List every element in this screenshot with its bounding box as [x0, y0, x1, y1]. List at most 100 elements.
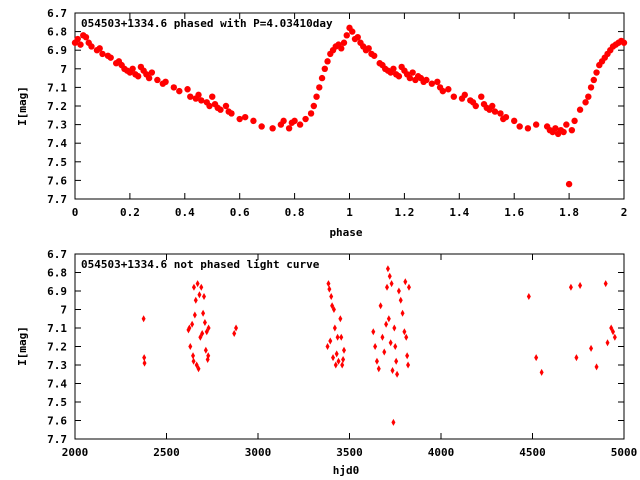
phased-data-point: [209, 93, 216, 100]
phased-y-tick-label: 7.2: [47, 100, 67, 113]
unphased-data-point: [200, 330, 205, 338]
unphased-data-point: [187, 324, 192, 332]
phased-data-point: [497, 110, 504, 117]
phased-data-point: [343, 32, 350, 39]
phased-data-point: [409, 69, 416, 76]
phased-y-tick-label: 7.4: [47, 137, 67, 150]
unphased-data-point: [339, 333, 344, 341]
unphased-data-point: [394, 357, 399, 365]
unphased-data-point: [603, 280, 608, 288]
unphased-data-point: [142, 359, 147, 367]
phased-x-tick-label: 0.6: [230, 206, 250, 219]
unphased-data-point: [594, 363, 599, 371]
unphased-data-point: [335, 333, 340, 341]
phased-data-point: [423, 76, 430, 84]
unphased-data-point: [202, 318, 207, 326]
unphased-x-tick-label: 2500: [153, 446, 180, 459]
phased-data-point: [354, 33, 361, 41]
unphased-data-point: [334, 350, 339, 358]
phased-data-point: [450, 93, 458, 100]
unphased-y-tick-label: 7.5: [47, 396, 67, 409]
unphased-y-tick-label: 7.3: [47, 359, 67, 372]
unphased-y-ticks: 6.7 6.8 6.9 7 7.1 7.2 7.3 7.4 7.5 7.6 7.7: [47, 248, 624, 446]
unphased-data-point: [193, 296, 198, 304]
unphased-data-point: [371, 328, 376, 336]
phased-data-point: [198, 97, 205, 104]
phased-data-point: [489, 102, 496, 110]
unphased-y-tick-label: 7: [60, 304, 67, 317]
unphased-data-point: [384, 320, 389, 328]
phased-data-point: [568, 126, 576, 134]
phased-data-point: [590, 76, 598, 84]
phased-data-point: [269, 125, 276, 132]
unphased-data-point: [605, 339, 610, 347]
unphased-data-point: [232, 330, 237, 338]
unphased-data-point: [387, 272, 392, 280]
phased-data-point: [154, 76, 161, 84]
phased-data-point: [222, 102, 230, 110]
phased-data-point: [571, 117, 578, 125]
unphased-data-point: [336, 357, 341, 365]
phased-data-point: [552, 125, 559, 132]
unphased-data-point: [196, 365, 201, 373]
phased-data-point: [395, 73, 403, 80]
phased-panel: 6.76.86.977.17.27.37.47.57.67.7 0 0.2 0.4 0…: [16, 7, 627, 239]
phased-y-axis-label: I[mag]: [16, 86, 29, 126]
phased-data-point: [516, 123, 523, 130]
phased-data-point: [280, 117, 287, 125]
phased-data-point: [318, 74, 326, 82]
unphased-data-point: [539, 368, 544, 376]
unphased-x-tick-label: 5000: [611, 446, 638, 459]
unphased-data-point: [405, 352, 410, 360]
phased-data-point: [170, 84, 178, 91]
phased-x-tick-label: 1.8: [559, 206, 579, 219]
phased-data-point: [236, 115, 243, 123]
unphased-data-point: [395, 370, 400, 378]
unphased-data-point: [331, 354, 336, 362]
unphased-x-tick-label: 2000: [62, 446, 89, 459]
unphased-data-point: [325, 343, 330, 350]
unphased-data-point: [142, 354, 147, 362]
phased-data-point: [241, 113, 249, 121]
phased-data-point: [107, 54, 114, 61]
unphased-data-point: [202, 293, 207, 301]
unphased-data-point: [203, 346, 208, 354]
unphased-data-point: [191, 283, 196, 291]
unphased-data-point: [390, 367, 395, 375]
phased-data-point: [585, 93, 592, 100]
phased-data-point: [532, 121, 540, 128]
unphased-data-point: [195, 280, 200, 288]
unphased-data-point: [400, 309, 405, 317]
phased-y-tick-label: 6.9: [47, 44, 67, 57]
unphased-y-tick-label: 7.7: [47, 433, 67, 446]
unphased-y-tick-label: 6.8: [47, 267, 67, 280]
phased-x-tick-label: 1.4: [449, 206, 469, 219]
unphased-data-point: [392, 324, 397, 332]
phased-data-point: [184, 86, 191, 93]
phased-data-point: [478, 93, 485, 100]
phased-data-point: [217, 106, 224, 113]
phased-data-point: [563, 121, 570, 128]
phased-data-point: [340, 39, 348, 46]
unphased-data-point: [386, 315, 391, 323]
phased-x-tick-label: 1: [346, 206, 353, 219]
unphased-data-point: [191, 357, 196, 365]
phased-x-tick-label: 0.2: [120, 206, 140, 219]
phased-data-point: [134, 73, 142, 80]
unphased-data-point: [373, 343, 378, 350]
phased-plot-title: 054503+1334.6 phased with P=4.03410day: [81, 17, 333, 30]
phased-y-tick-label: 7.7: [47, 193, 67, 206]
phased-x-axis-label: phase: [329, 226, 362, 239]
unphased-data-point: [396, 287, 401, 295]
phased-data-point: [316, 84, 323, 91]
unphased-data-point: [332, 324, 337, 332]
unphased-data-point: [333, 361, 338, 369]
phased-data-point: [406, 74, 414, 82]
unphased-plot-title: 054503+1334.6 not phased light curve: [81, 258, 320, 271]
unphased-data-point: [341, 355, 346, 363]
phased-data-point: [445, 86, 452, 93]
phased-data-point: [77, 41, 84, 48]
phased-data-point: [129, 65, 136, 73]
phased-data-point: [310, 102, 318, 110]
